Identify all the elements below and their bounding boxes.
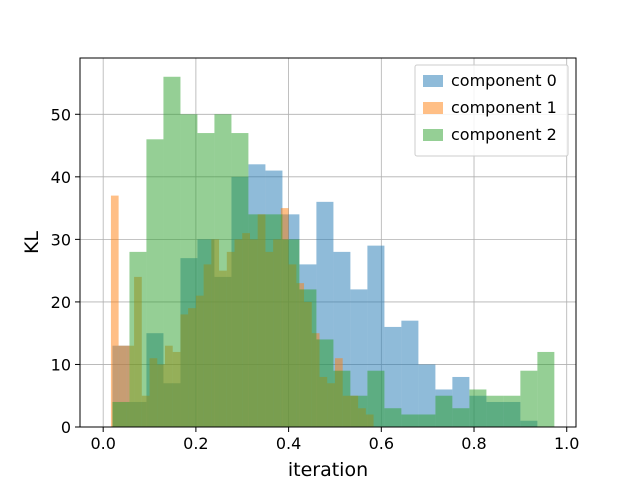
histogram-bar — [503, 395, 521, 427]
legend-box — [414, 64, 569, 157]
histogram-bar — [265, 214, 283, 427]
series-2-bars — [112, 76, 555, 428]
plot-frame — [79, 57, 577, 428]
histogram-bar — [350, 395, 368, 427]
legend-swatch — [423, 129, 443, 141]
legend-swatch — [423, 75, 443, 87]
histogram-bar — [316, 339, 334, 427]
histogram-bar — [129, 251, 147, 427]
x-tick-label: 0.0 — [90, 434, 115, 453]
histogram-bar — [350, 289, 368, 427]
histogram-bar — [401, 320, 419, 427]
y-tick-label: 0 — [61, 418, 71, 437]
y-tick-label: 20 — [51, 293, 71, 312]
histogram-bar — [537, 351, 555, 427]
histogram-bar — [384, 408, 402, 427]
legend-label: component 0 — [451, 71, 557, 90]
histogram-bar — [180, 114, 198, 427]
histogram-bar — [197, 133, 215, 427]
x-tick-label: 0.8 — [461, 434, 486, 453]
y-tick-label: 30 — [51, 230, 71, 249]
x-tick-label: 0.4 — [276, 434, 301, 453]
histogram-bar — [452, 408, 470, 427]
histogram-bar — [520, 370, 538, 427]
y-tick-label: 10 — [51, 355, 71, 374]
x-axis-label: iteration — [288, 459, 368, 480]
histogram-bar — [418, 364, 436, 427]
histogram-bar — [299, 289, 317, 427]
histogram-bar — [384, 326, 402, 427]
histogram-bar — [110, 195, 119, 427]
histogram-bar — [248, 214, 266, 427]
histogram-bar — [435, 395, 453, 427]
histogram-bars — [110, 76, 555, 428]
x-tick-label: 0.6 — [369, 434, 394, 453]
histogram-bar — [282, 239, 300, 427]
x-tick-label: 1.0 — [554, 434, 579, 453]
y-tick-label: 40 — [51, 168, 71, 187]
histogram-bar — [486, 395, 504, 427]
y-axis-label: KL — [21, 231, 43, 254]
histogram-bar — [118, 345, 127, 427]
histogram-bar — [214, 114, 232, 427]
legend-swatch — [423, 102, 443, 114]
histogram-bar — [401, 414, 419, 427]
legend: component 0 component 1 component 2 — [414, 64, 569, 157]
legend-label: component 2 — [451, 125, 557, 144]
histogram-bar — [231, 133, 249, 427]
histogram-bar — [418, 414, 436, 427]
histogram-bar — [112, 401, 130, 427]
histogram-bar — [163, 76, 181, 428]
legend-label: component 1 — [451, 98, 557, 117]
x-tick-label: 0.2 — [183, 434, 208, 453]
histogram-bar — [333, 370, 351, 427]
histogram-bar — [146, 139, 164, 427]
y-tick-label: 50 — [51, 105, 71, 124]
histogram-bar — [367, 370, 385, 427]
axis-ticks: 0.0 0.2 0.4 0.6 0.8 1.0 0 10 20 30 40 50 — [51, 105, 580, 453]
histogram-bar — [469, 389, 487, 427]
